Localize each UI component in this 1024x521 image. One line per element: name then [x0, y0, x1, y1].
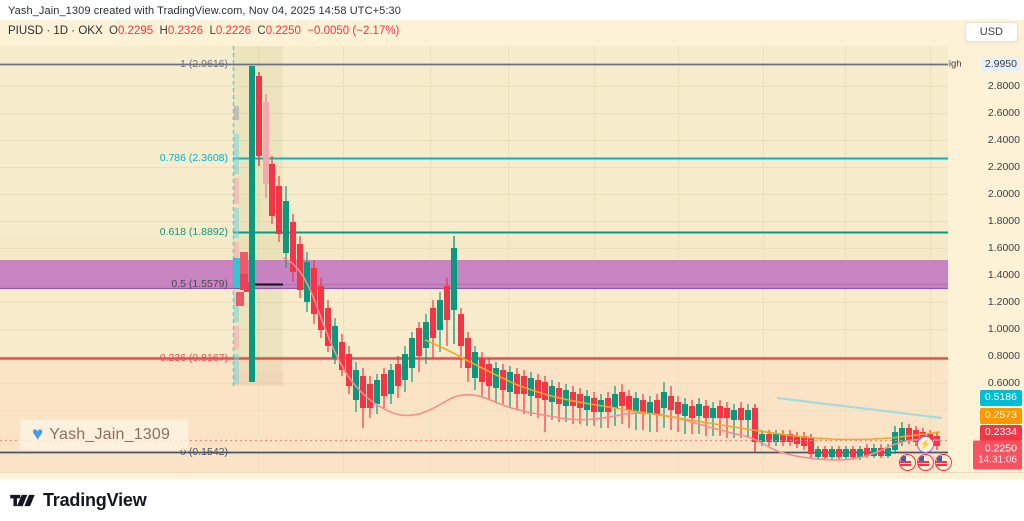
- legend-symbol[interactable]: PIUSD: [8, 25, 44, 37]
- fib-label-05: 0.5 (1.5579): [171, 278, 228, 290]
- legend-high-value: 0.2326: [167, 25, 204, 37]
- ma-long-label[interactable]: 0.5186: [979, 390, 1022, 406]
- ma-mid-line: [424, 339, 941, 441]
- footer-bar: TradingView: [0, 479, 1024, 521]
- flag-icon-1[interactable]: [899, 454, 916, 471]
- ma-mid-label[interactable]: 0.2573: [979, 408, 1022, 424]
- price-tick: 1.4000: [987, 269, 1020, 281]
- legend-open-key: O: [109, 25, 118, 37]
- fib-zone-786-618: [0, 194, 948, 238]
- price-tick: 2.4000: [987, 134, 1020, 146]
- fib-selection-rect-lower: [233, 372, 283, 386]
- chart-canvas: [0, 46, 948, 472]
- legend-interval[interactable]: 1D: [53, 25, 69, 37]
- legend-open-value: 0.2295: [117, 25, 154, 37]
- high-tag-value: 2.9950: [981, 57, 1020, 71]
- fib-label-0236: 0.236 (0.8167): [159, 352, 228, 364]
- flag-icon-2[interactable]: [917, 454, 934, 471]
- last-price-badge[interactable]: 0.2250 14:31:06: [973, 440, 1022, 470]
- price-tick: 0.6000: [987, 377, 1020, 389]
- last-price-countdown: 14:31:06: [978, 454, 1017, 466]
- user-watermark: ♥ Yash_Jain_1309: [20, 420, 189, 450]
- fib-label-0: 0 (0.1542): [180, 446, 228, 458]
- ma-short-line: [282, 257, 941, 461]
- tradingview-wordmark: TradingView: [43, 489, 147, 510]
- legend-close-value: 0.2250: [265, 25, 301, 37]
- price-tick: 2.2000: [987, 161, 1020, 173]
- legend-low-key: L: [209, 25, 216, 37]
- vertical-gridlines: [258, 46, 931, 472]
- legend-change-percent: (−2.17%): [352, 25, 400, 37]
- flag-icon-3[interactable]: [935, 454, 952, 471]
- price-tick: 2.8000: [987, 80, 1020, 92]
- alert-row[interactable]: ⚡: [917, 436, 934, 453]
- price-tick: 2.6000: [987, 107, 1020, 119]
- flag-row[interactable]: [899, 454, 952, 471]
- currency-unit-button[interactable]: USD: [964, 22, 1018, 42]
- legend-close-key: C: [257, 25, 266, 37]
- descending-trendline[interactable]: [776, 396, 943, 420]
- price-tick: 1.8000: [987, 215, 1020, 227]
- chart-frame: PIUSD · 1D · OKX O0.2295 H0.2326 L0.2226…: [0, 20, 1024, 479]
- watermark-username: Yash_Jain_1309: [49, 425, 171, 443]
- fib-label-0618: 0.618 (1.8892): [159, 226, 228, 238]
- legend-low-value: 0.2226: [215, 25, 252, 37]
- ma-short-label[interactable]: 0.2334: [979, 425, 1022, 441]
- chart-legend[interactable]: PIUSD · 1D · OKX O0.2295 H0.2326 L0.2226…: [8, 25, 399, 37]
- fib-label-1: 1 (2.9616): [180, 58, 228, 70]
- chart-corner-controls[interactable]: ⚡: [899, 436, 952, 471]
- lightning-alert-icon[interactable]: ⚡: [917, 436, 934, 453]
- fib-zone-1-786: [0, 46, 948, 194]
- supply-zone-band[interactable]: [0, 260, 948, 288]
- time-axis[interactable]: Mar Apr May Jun Jul Aug Sep Oct Nov: [0, 472, 1024, 479]
- tradingview-mark-icon: [10, 494, 35, 506]
- fib-label-0786: 0.786 (2.3608): [159, 152, 228, 164]
- legend-exchange[interactable]: OKX: [78, 25, 103, 37]
- price-tick: 2.0000: [987, 188, 1020, 200]
- legend-sep-2: ·: [68, 25, 79, 37]
- heart-icon: ♥: [32, 424, 44, 445]
- high-tag-label: High: [948, 58, 962, 70]
- price-tick: 1.6000: [987, 242, 1020, 254]
- attribution-text: Yash_Jain_1309 created with TradingView.…: [8, 5, 401, 17]
- legend-high-key: H: [159, 25, 168, 37]
- legend-change-absolute: −0.0050: [307, 25, 350, 37]
- price-tick: 1.0000: [987, 323, 1020, 335]
- plot-area[interactable]: 1 (2.9616) 0.786 (2.3608) 0.618 (1.8892)…: [0, 46, 948, 472]
- fib-zone-fills: [0, 46, 948, 472]
- last-price-value: 0.2250: [984, 442, 1017, 455]
- tradingview-logo[interactable]: TradingView: [10, 490, 147, 511]
- price-axis[interactable]: High 2.9950 2.8000 2.6000 2.4000 2.2000 …: [948, 46, 1024, 472]
- legend-sep-1: ·: [43, 25, 54, 37]
- price-tick: 1.2000: [987, 296, 1020, 308]
- price-tick: 0.8000: [987, 350, 1020, 362]
